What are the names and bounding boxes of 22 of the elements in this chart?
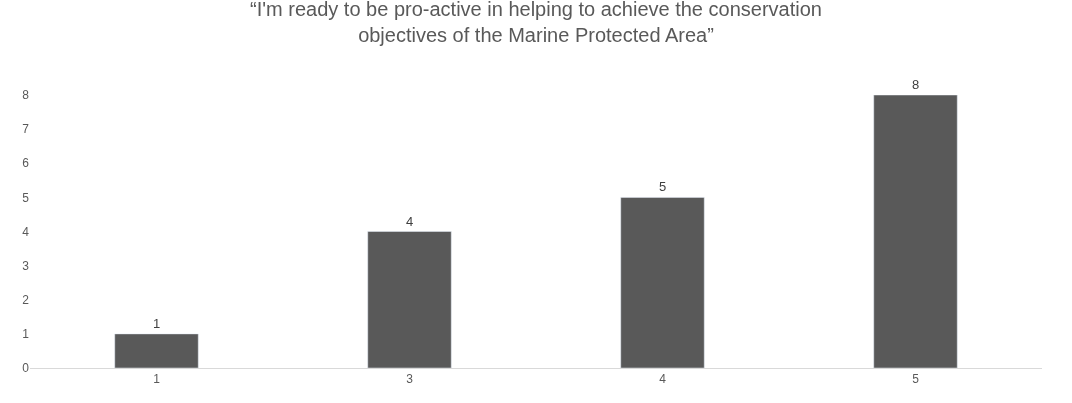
bar xyxy=(620,197,705,368)
y-tick-label: 6 xyxy=(22,156,30,171)
y-tick-label: 8 xyxy=(22,88,30,103)
y-tick-label: 7 xyxy=(22,122,30,137)
bar xyxy=(114,333,199,368)
y-tick-label: 4 xyxy=(22,224,30,239)
chart-title: “I'm ready to be pro-active in helping to achieve the conservation objectives of the Marine Protected Area” xyxy=(250,0,822,47)
y-tick-label: 0 xyxy=(22,361,30,376)
data-label: 1 xyxy=(152,315,161,331)
y-tick-label: 2 xyxy=(22,292,30,307)
bar xyxy=(873,95,958,368)
bar xyxy=(367,231,452,368)
data-label: 4 xyxy=(405,213,414,229)
x-tick-label: 3 xyxy=(406,372,414,387)
y-tick-label: 1 xyxy=(22,327,30,342)
x-tick-label: 4 xyxy=(659,372,667,387)
x-tick-label: 1 xyxy=(153,372,161,387)
data-label: 8 xyxy=(911,77,920,92)
y-tick-label: 3 xyxy=(22,258,30,273)
x-tick-label: 5 xyxy=(912,372,920,387)
data-label: 5 xyxy=(658,179,667,195)
y-tick-label: 5 xyxy=(22,190,30,205)
